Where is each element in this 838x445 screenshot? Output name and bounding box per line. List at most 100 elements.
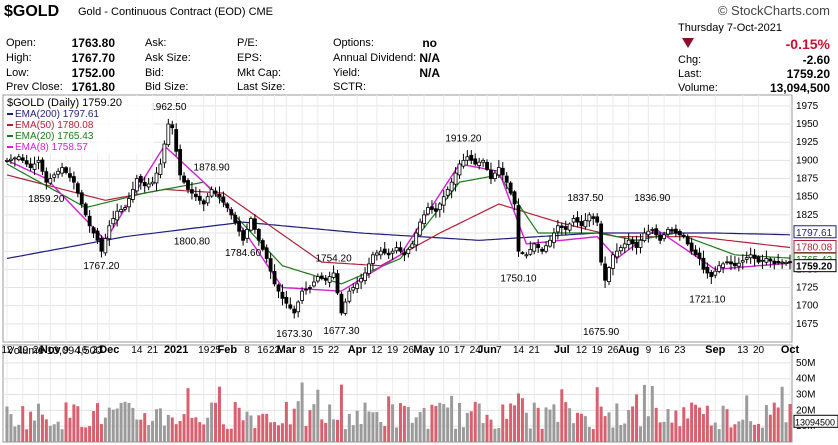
price-annotation: 1859.20 bbox=[28, 194, 65, 205]
candle-body bbox=[599, 223, 604, 263]
volume-bar bbox=[733, 424, 737, 442]
candle-body bbox=[79, 192, 84, 205]
volume-bar bbox=[532, 402, 536, 442]
volume-bar bbox=[473, 401, 477, 442]
volume-bar bbox=[343, 429, 347, 442]
stockcharts-logo[interactable]: © StockCharts.com bbox=[717, 3, 830, 18]
candle-body bbox=[481, 159, 485, 163]
volume-bar bbox=[68, 417, 72, 442]
volume-bar bbox=[210, 402, 214, 442]
volume-bar bbox=[139, 419, 143, 442]
candle-body bbox=[272, 271, 277, 285]
candle-body bbox=[575, 217, 580, 223]
ticker-symbol: $GOLD bbox=[4, 3, 60, 20]
volume-bar bbox=[52, 424, 56, 442]
price-annotation: 1784.60 bbox=[225, 248, 262, 259]
candle-body bbox=[595, 216, 600, 223]
volume-bar bbox=[686, 418, 690, 442]
candle-body bbox=[410, 243, 415, 249]
volume-bar bbox=[355, 410, 359, 442]
x-tick-label: 26 bbox=[607, 345, 619, 356]
ask-size-label: Ask Size: bbox=[145, 52, 191, 64]
x-tick-label: 16 bbox=[257, 345, 269, 356]
volume-bar bbox=[658, 422, 662, 442]
candle-body bbox=[170, 124, 175, 129]
candle-body bbox=[701, 257, 706, 270]
volume-bar bbox=[9, 414, 13, 442]
volume-bar bbox=[513, 405, 517, 442]
volume-bar bbox=[123, 401, 127, 442]
volume-bar bbox=[29, 411, 33, 442]
candle-body bbox=[492, 172, 497, 179]
candle-body bbox=[733, 262, 737, 267]
annual-dividend-label: Annual Dividend: bbox=[333, 52, 417, 64]
volume-bar bbox=[709, 425, 713, 442]
candle-body bbox=[209, 189, 214, 197]
x-tick-label: 8 bbox=[299, 345, 305, 356]
candle-body bbox=[579, 221, 584, 227]
volume-bar bbox=[131, 407, 135, 442]
volume-bar bbox=[721, 405, 725, 442]
candle-body bbox=[296, 301, 301, 313]
volume-bar bbox=[454, 428, 458, 442]
candle-body bbox=[107, 225, 112, 240]
candle-body bbox=[351, 287, 356, 291]
candle-body bbox=[99, 237, 104, 252]
x-tick-label: Dec bbox=[99, 344, 119, 356]
volume-bar bbox=[544, 407, 548, 442]
candle-body bbox=[693, 249, 698, 256]
candle-body bbox=[457, 163, 462, 176]
volume-bar bbox=[501, 404, 505, 442]
price-annotation: 1754.20 bbox=[315, 253, 352, 264]
candle-body bbox=[552, 232, 556, 243]
volume-bar bbox=[737, 421, 741, 442]
volume-bar bbox=[265, 413, 269, 442]
volume-bar bbox=[690, 402, 694, 442]
volume-bar bbox=[135, 419, 139, 442]
x-tick-label: 26 bbox=[33, 345, 45, 356]
candle-body bbox=[56, 170, 61, 175]
prev-close-label: Prev Close: bbox=[6, 81, 63, 93]
volume-bar bbox=[780, 386, 784, 442]
candle-body bbox=[532, 243, 537, 252]
volume-bar bbox=[147, 424, 151, 442]
volume-bar bbox=[229, 428, 233, 442]
x-tick-label: 25 bbox=[210, 345, 222, 356]
right-value-label: 1797.61 bbox=[796, 228, 833, 239]
volume-tick-label: 50M bbox=[796, 358, 815, 369]
candle-body bbox=[343, 301, 348, 314]
ask-label: Ask: bbox=[145, 37, 167, 49]
volume-bar bbox=[536, 407, 540, 442]
candle-body bbox=[760, 259, 765, 262]
candle-body bbox=[162, 143, 167, 164]
candle-body bbox=[127, 198, 131, 208]
volume-bar bbox=[249, 415, 253, 442]
volume-bar bbox=[288, 424, 292, 442]
volume-last-label: 13094500 bbox=[795, 417, 835, 427]
candle-body bbox=[666, 228, 670, 235]
candle-body bbox=[138, 176, 143, 183]
price-annotation: 1800.80 bbox=[174, 236, 211, 247]
candle-body bbox=[315, 276, 320, 282]
candle-body bbox=[748, 254, 753, 259]
right-value-box bbox=[793, 259, 837, 273]
candle-body bbox=[713, 270, 718, 276]
candle-body bbox=[280, 291, 285, 299]
candle-body bbox=[16, 156, 21, 161]
volume-bar bbox=[395, 427, 399, 442]
volume-bar bbox=[300, 382, 304, 442]
volume-bar bbox=[489, 419, 493, 442]
candle-body bbox=[276, 284, 281, 292]
candle-body bbox=[331, 272, 336, 278]
candle-body bbox=[685, 236, 690, 245]
x-tick-label: 19 bbox=[198, 345, 210, 356]
candle-body bbox=[740, 260, 745, 263]
y-tick-label: 1825 bbox=[796, 210, 819, 221]
volume-bar bbox=[308, 410, 312, 442]
volume-bar bbox=[579, 413, 583, 442]
x-tick-label: 16 bbox=[659, 345, 671, 356]
volume-last-box bbox=[793, 414, 838, 428]
x-tick-label: 23 bbox=[674, 345, 686, 356]
candle-body bbox=[634, 241, 639, 248]
x-tick-label: 22 bbox=[269, 345, 281, 356]
